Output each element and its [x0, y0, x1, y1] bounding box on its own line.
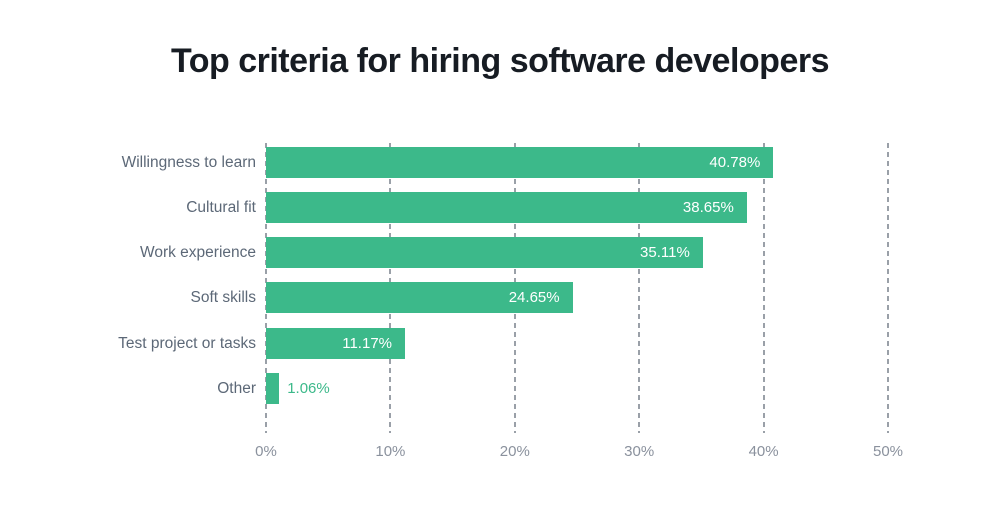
category-label: Soft skills: [190, 289, 256, 307]
bar: 40.78%: [266, 146, 774, 178]
bar: 24.65%: [266, 282, 573, 314]
category-label: Cultural fit: [186, 198, 256, 216]
bar-row: Willingness to learn 40.78%: [0, 146, 1000, 178]
bar: 35.11%: [266, 237, 703, 269]
bar-row: Cultural fit 38.65%: [0, 191, 1000, 223]
bar-row: Other 1.06%: [0, 373, 1000, 405]
x-axis: 0% 10% 20% 30% 40% 50%: [255, 443, 903, 463]
x-tick-label: 20%: [499, 443, 530, 460]
bar-row: Work experience 35.11%: [0, 237, 1000, 269]
x-tick-label: 50%: [872, 443, 904, 460]
category-label: Willingness to learn: [121, 153, 256, 171]
value-label: 40.78%: [709, 153, 761, 171]
x-tick-label: 40%: [748, 443, 779, 460]
category-label: Work experience: [139, 244, 256, 262]
gridline: [638, 143, 641, 433]
x-tick-label: 10%: [375, 443, 406, 460]
category-label: Other: [217, 380, 256, 398]
bar-row: Test project or tasks 11.17%: [0, 327, 1000, 359]
bar: 11.17%: [266, 327, 405, 359]
bar-chart: Willingness to learn 40.78% Cultural fit 38…: [0, 143, 1000, 473]
bar-track: 35.11%: [266, 237, 888, 269]
bar-track: 38.65%: [266, 191, 888, 223]
category-label: Test project or tasks: [118, 334, 256, 352]
gridline: [887, 143, 889, 433]
gridline: [762, 143, 765, 433]
value-label: 11.17%: [342, 334, 392, 352]
bar-track: 11.17%: [266, 327, 888, 359]
value-label: 24.65%: [508, 289, 560, 307]
bar: [266, 373, 280, 405]
value-label: 1.06%: [287, 380, 330, 398]
bar-track: 1.06%: [266, 373, 888, 405]
bar-track: 40.78%: [266, 146, 888, 178]
x-tick-label: 0%: [255, 443, 277, 460]
value-label: 35.11%: [640, 244, 690, 262]
value-label: 38.65%: [682, 198, 734, 216]
bar: 38.65%: [266, 191, 747, 223]
chart-title: Top criteria for hiring software develop…: [170, 42, 830, 80]
bar-row: Soft skills 24.65%: [0, 282, 1000, 314]
x-tick-label: 30%: [624, 443, 655, 460]
bar-track: 24.65%: [266, 282, 888, 314]
